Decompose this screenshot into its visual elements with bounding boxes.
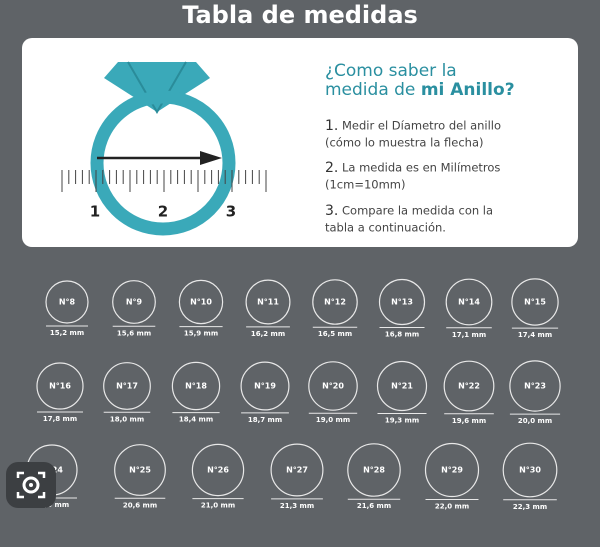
size-mm: 17,1 mm [452,331,486,339]
size-label: N°9 [126,298,143,307]
size-label: N°30 [519,466,541,475]
size-mm: 16,5 mm [318,330,352,338]
size-mm: 19,6 mm [452,417,486,425]
step-text: (1cm=10mm) [325,178,406,192]
size-mm: 15,9 mm [184,330,218,338]
size-circle [509,360,561,412]
size-mm: 22,0 mm [435,503,469,511]
size-circle [114,444,166,496]
question-line: medida de mi Anillo? [325,80,515,100]
size-label: N°25 [129,466,151,475]
size-label: N°10 [190,298,212,307]
ruler-label: 2 [158,203,168,221]
size-label: N°14 [458,298,480,307]
size-mm: 21,6 mm [357,502,391,510]
size-circle [240,361,290,411]
lens-button[interactable] [6,462,56,508]
size-mm: 15,2 mm [50,329,84,337]
size-circle [191,443,245,497]
size-label: N°18 [185,382,207,391]
size-label: N°12 [324,298,346,307]
size-circle [378,278,426,326]
size-circle [112,280,156,324]
size-label: N°17 [116,382,138,391]
size-mm: 18,4 mm [179,416,213,424]
size-circle [443,360,495,412]
size-circle [103,362,151,410]
size-label: N°8 [59,298,76,307]
size-circle [308,361,358,411]
size-label: N°13 [391,298,413,307]
size-mm: 20,6 mm [123,501,157,509]
size-circle [424,442,480,498]
size-label: N°29 [441,466,463,475]
step-text: (cómo lo muestra la flecha) [325,136,483,150]
size-label: N°15 [524,298,546,307]
title: Tabla de medidas [182,1,418,29]
size-label: N°20 [322,382,344,391]
size-mm: 19,0 mm [316,416,350,424]
size-mm: 16,2 mm [251,330,285,338]
size-label: N°11 [257,298,279,307]
size-circle [36,362,84,410]
step-number: 1. [325,118,338,134]
ruler-label: 3 [226,203,236,221]
question-text: medida de [325,80,421,100]
size-mm: 17,8 mm [43,415,77,423]
size-label: N°21 [391,382,413,391]
step-text: Medir el Díametro del anillo [342,119,501,133]
size-mm: 19,3 mm [385,417,419,425]
size-circle [502,442,558,498]
size-mm: 21,0 mm [201,502,235,510]
size-label: N°19 [254,382,276,391]
size-label: N°26 [207,466,229,475]
ring-illustration [61,61,267,236]
size-circle [178,279,224,325]
step-text: Compare la medida con la [342,204,493,218]
size-circle [312,279,358,325]
step-text: La medida es en Milímetros [342,161,500,175]
size-mm: 16,8 mm [385,331,419,339]
size-circle [347,443,401,497]
size-circle [376,360,428,412]
size-mm: 17,4 mm [518,331,552,339]
step-number: 3. [325,203,338,219]
size-label: N°23 [524,382,546,391]
size-circle [171,361,221,411]
size-mm: 18,0 mm [110,415,144,423]
size-mm: 18,7 mm [248,416,282,424]
size-circle [245,279,291,325]
size-mm: 22,3 mm [513,503,547,511]
size-circle [45,280,89,324]
step-number: 2. [325,160,338,176]
size-mm: 21,3 mm [280,502,314,510]
size-mm: 15,6 mm [117,329,151,337]
question-line: ¿Como saber la [325,61,457,81]
ruler-label: 1 [90,203,100,221]
size-circle [445,278,493,326]
question-bold: mi Anillo? [421,80,515,100]
size-label: N°28 [363,466,385,475]
step-text: tabla a continuación. [325,221,446,235]
size-label: N°16 [49,382,71,391]
size-circle [270,443,324,497]
size-circle [511,278,559,326]
size-mm: 20,0 mm [518,417,552,425]
size-mm: 20,3 mm [35,501,69,509]
size-label: N°22 [458,382,480,391]
size-label: N°27 [286,466,308,475]
